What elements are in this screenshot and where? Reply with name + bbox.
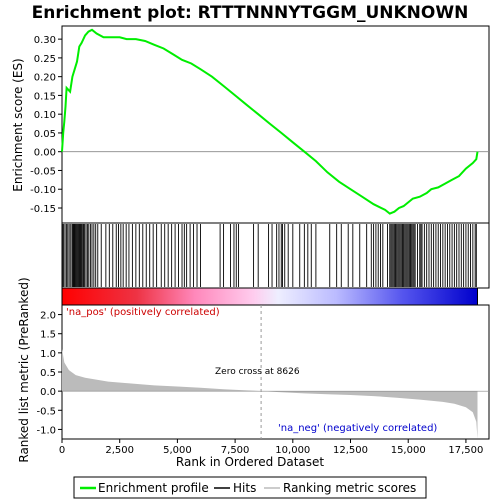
legend-label-enrichment: Enrichment profile: [98, 481, 209, 495]
hits-panel: [61, 222, 490, 289]
metric-y-tick-label: -1.0: [36, 425, 56, 436]
color-band-panel: [61, 287, 478, 306]
es-plot-frame: [61, 25, 490, 224]
metric-y-tick-label: 2.0: [40, 311, 56, 322]
x-tick-label: 10,000: [275, 445, 310, 456]
metric-panel: 2.0 1.5 1.0 0.5 0.0 -0.5 -1.0 'na_pos' (positi…: [17, 277, 490, 463]
metric-y-tick-label: 1.0: [40, 349, 56, 360]
es-panel: 0.30 0.25 0.20 0.15 0.10 0.05 0.00 -0.05 -0.10 -0…: [11, 25, 490, 224]
x-tick-label: 12,500: [333, 445, 368, 456]
chart-title: Enrichment plot: RTTTNNNYTGGM_UNKNOWN: [32, 3, 469, 23]
legend-label-ranking: Ranking metric scores: [283, 481, 416, 495]
metric-y-tick-label: 1.5: [40, 330, 56, 341]
zero-cross-label: Zero cross at 8626: [215, 367, 300, 377]
x-tick-label: 0: [59, 445, 65, 456]
enrichment-profile-line: [61, 28, 479, 215]
es-y-tick-label: 0.20: [34, 73, 56, 84]
es-y-tick-label: -0.10: [30, 185, 56, 196]
ranking-metric-area: [62, 349, 478, 439]
x-tick-label: 5,000: [163, 445, 192, 456]
es-y-tick-label: 0.25: [34, 54, 56, 65]
legend-label-hits: Hits: [233, 481, 256, 495]
es-y-tick-label: 0.10: [34, 110, 56, 121]
x-axis: 0 2,500 5,000 7,500 10,000 12,500 15,000 17,500…: [59, 439, 483, 469]
es-y-axis-label: Enrichment score (ES): [11, 58, 25, 191]
pos-correlated-label: 'na_pos' (positively correlated): [66, 307, 220, 318]
es-y-tick-label: -0.15: [30, 204, 56, 215]
es-y-tick-label: 0.15: [34, 91, 56, 102]
x-axis-label: Rank in Ordered Dataset: [176, 455, 324, 469]
metric-y-tick-label: -0.5: [36, 406, 56, 417]
ranking-color-band: [61, 287, 478, 306]
metric-y-tick-label: 0.5: [40, 368, 56, 379]
metric-plot-frame: [61, 304, 490, 440]
es-y-tick-label: 0.00: [34, 148, 56, 159]
legend: Enrichment profile Hits Ranking metric s…: [73, 476, 427, 499]
x-tick-label: 2,500: [105, 445, 134, 456]
x-tick-label: 17,500: [448, 445, 483, 456]
es-y-tick-label: 0.05: [34, 129, 56, 140]
legend-frame: [73, 476, 427, 499]
es-y-tick-label: 0.30: [34, 35, 56, 46]
x-tick-label: 15,000: [391, 445, 426, 456]
x-tick-label: 7,500: [221, 445, 250, 456]
metric-y-tick-label: 0.0: [40, 387, 56, 398]
neg-correlated-label: 'na_neg' (negatively correlated): [278, 423, 437, 434]
metric-y-axis-label: Ranked list metric (PreRanked): [17, 277, 31, 462]
es-y-tick-label: -0.05: [30, 166, 56, 177]
